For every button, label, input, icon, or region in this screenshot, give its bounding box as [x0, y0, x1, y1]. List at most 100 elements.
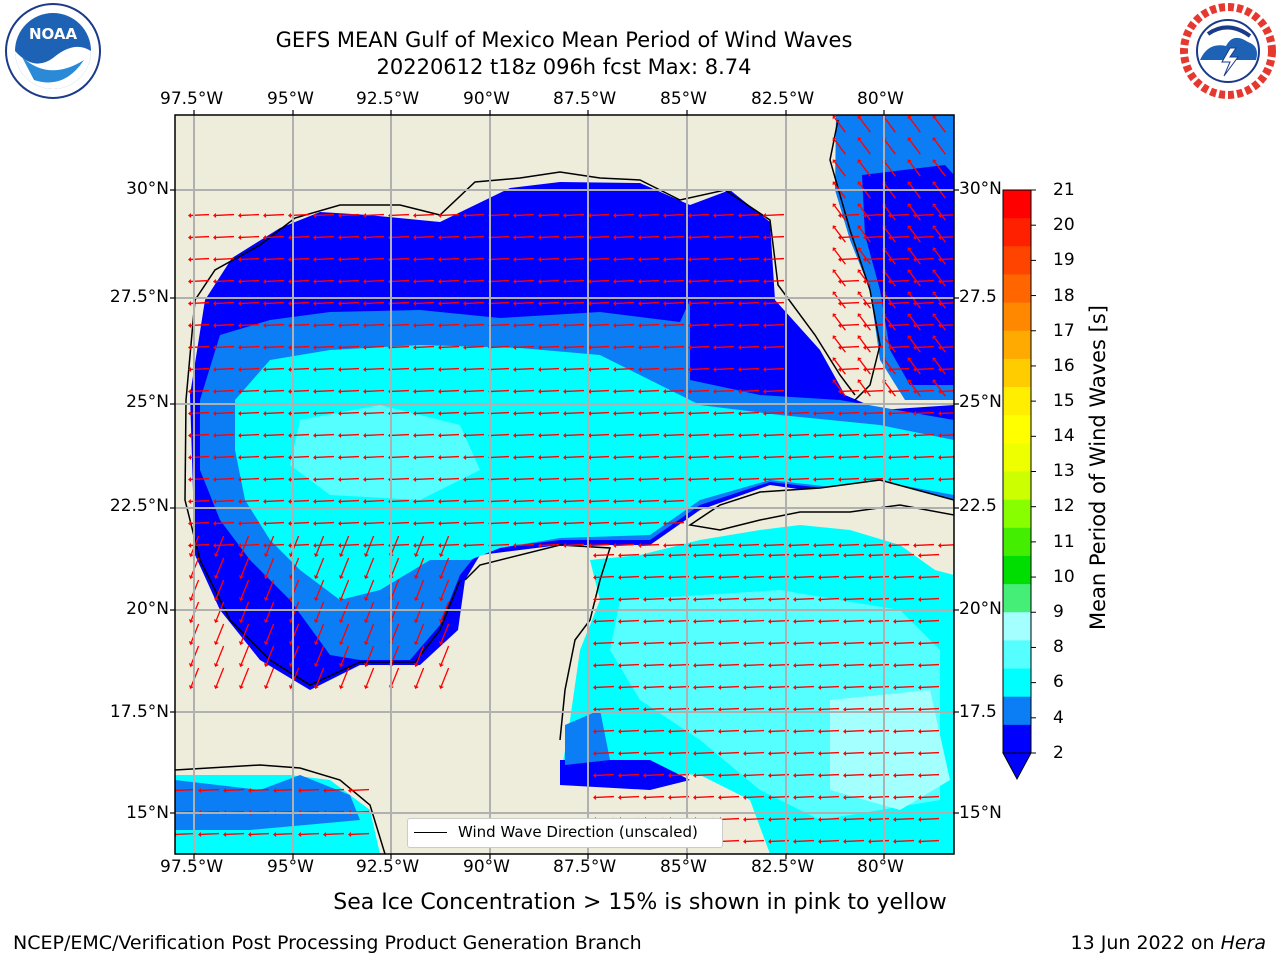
wind-arrow-head — [638, 366, 642, 372]
wind-arrow-head — [338, 388, 342, 394]
wind-arrow-head — [438, 366, 442, 372]
wind-arrow-head — [288, 366, 292, 372]
wind-arrow-head — [563, 366, 567, 372]
wind-arrow — [540, 345, 560, 349]
wind-arrow-head — [313, 454, 317, 460]
wind-arrow-head — [818, 838, 822, 844]
wind-arrow-head — [868, 838, 872, 844]
wind-arrow-head — [413, 520, 417, 526]
wind-arrow-head — [463, 498, 467, 504]
wind-arrow-head — [843, 838, 847, 844]
wind-arrow — [834, 315, 846, 331]
wind-arrow-head — [263, 256, 267, 262]
wind-arrow-head — [288, 256, 292, 262]
wind-arrow-head — [893, 816, 897, 822]
wind-arrow — [915, 477, 935, 481]
wind-arrow-head — [838, 542, 842, 548]
wind-arrow-head — [238, 432, 242, 438]
wind-arrow-head — [413, 344, 417, 350]
wind-arrow-head — [438, 212, 442, 218]
wind-arrow-head — [643, 750, 647, 756]
wind-arrow-head — [688, 234, 692, 240]
wind-arrow-head — [213, 410, 217, 416]
wind-arrow — [940, 390, 954, 393]
wind-arrow-head — [893, 750, 897, 756]
wind-arrow — [240, 579, 250, 599]
wind-arrow — [590, 455, 610, 459]
wind-arrow — [615, 367, 635, 371]
wind-arrow — [465, 345, 485, 349]
wind-arrow-head — [668, 794, 672, 800]
wind-arrow — [665, 433, 685, 437]
wind-arrow — [890, 389, 910, 393]
wind-arrow-head — [563, 322, 567, 328]
wind-arrow-head — [588, 212, 592, 218]
wind-arrow-head — [868, 618, 872, 624]
wind-arrow — [225, 788, 245, 792]
wind-arrow-head — [263, 278, 267, 284]
wind-arrow-head — [288, 542, 292, 548]
wind-arrow — [620, 685, 640, 689]
wind-arrow-head — [413, 498, 417, 504]
wind-arrow-head — [768, 816, 772, 822]
wind-arrow — [490, 323, 510, 327]
colorbar-segment — [1003, 246, 1031, 275]
wind-arrow — [845, 553, 865, 557]
wind-arrow-head — [213, 366, 217, 372]
wind-arrow — [315, 667, 325, 687]
wind-arrow-head — [843, 794, 847, 800]
wind-arrow-head — [838, 432, 842, 438]
wind-arrow — [865, 367, 885, 371]
wind-arrow-head — [188, 520, 192, 526]
wind-arrow — [365, 477, 385, 481]
wind-arrow — [415, 367, 435, 371]
wind-arrow — [540, 213, 560, 217]
wind-arrow — [740, 345, 760, 349]
wind-arrow-head — [313, 685, 319, 689]
wind-arrow — [840, 411, 860, 415]
wind-arrow-head — [738, 388, 742, 394]
wind-arrow-head — [288, 575, 294, 579]
wind-arrow-head — [273, 787, 277, 793]
wind-arrow — [865, 323, 885, 327]
wind-arrow — [175, 832, 195, 836]
wind-arrow — [620, 641, 640, 645]
wind-arrow — [590, 367, 610, 371]
wind-arrow-head — [913, 432, 917, 438]
wind-arrow-head — [693, 552, 697, 558]
wind-arrow-head — [857, 291, 862, 296]
wind-arrow — [909, 205, 921, 221]
wind-arrow-head — [743, 838, 747, 844]
caribbean-pale-cyan-patch — [830, 690, 950, 810]
wind-arrow-head — [588, 520, 592, 526]
wind-arrow-head — [413, 300, 417, 306]
wind-arrow — [840, 367, 860, 371]
wind-arrow — [515, 323, 535, 327]
wind-arrow-head — [693, 794, 697, 800]
map-frame — [174, 114, 955, 855]
wind-arrow-head — [832, 137, 837, 142]
wind-arrow — [909, 359, 921, 375]
wind-arrow — [340, 257, 360, 261]
wind-arrow-head — [693, 728, 697, 734]
wind-arrow — [845, 597, 865, 601]
wind-arrow-head — [363, 256, 367, 262]
wind-arrow — [915, 279, 935, 283]
wind-arrow — [745, 817, 765, 821]
wind-arrow — [645, 707, 665, 711]
wind-arrow-head — [743, 574, 747, 580]
colorbar-tick-label: 20 — [1053, 215, 1075, 235]
wind-arrow — [215, 557, 225, 577]
wind-arrow-head — [743, 750, 747, 756]
wind-arrow-head — [263, 432, 267, 438]
wind-arrow-head — [338, 300, 342, 306]
wind-arrow — [720, 773, 740, 777]
wind-arrow-head — [438, 685, 444, 689]
wind-arrow-head — [263, 300, 267, 306]
wind-arrow — [540, 411, 560, 415]
wind-arrow-head — [907, 181, 912, 186]
wind-arrow-head — [763, 322, 767, 328]
wind-arrow — [490, 411, 510, 415]
wind-arrow-head — [907, 269, 912, 274]
wind-arrow — [565, 389, 585, 393]
